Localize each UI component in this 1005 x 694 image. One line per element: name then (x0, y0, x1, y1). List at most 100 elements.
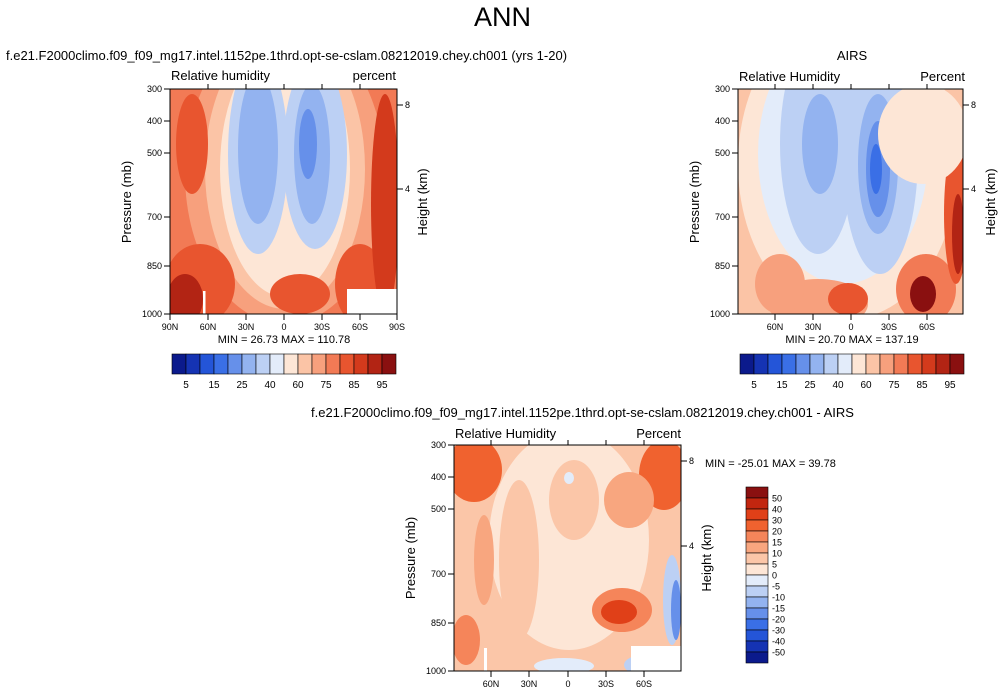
panel2-xtick: 0 (848, 322, 853, 332)
colorbar-swatch (213, 353, 229, 375)
panel1-left-label: Relative humidity (171, 68, 270, 83)
panel3-ytick: 700 (431, 569, 446, 579)
colorbar-label: 10 (772, 549, 782, 559)
colorbar-swatch (823, 353, 839, 375)
colorbar-swatch (745, 640, 769, 653)
colorbar-label: 0 (772, 571, 777, 581)
colorbar-label: 5 (751, 380, 757, 391)
colorbar-swatch (745, 585, 769, 598)
colorbar-swatch (767, 353, 783, 375)
panel1-xtick: 60S (352, 322, 368, 332)
colorbar-label: -5 (772, 582, 780, 592)
panel2-ytick: 700 (715, 212, 730, 222)
colorbar-swatch (381, 353, 397, 375)
panel1-y2tick: 4 (405, 184, 410, 194)
colorbar-label: -15 (772, 604, 785, 614)
panel3-title: f.e21.F2000climo.f09_f09_mg17.intel.1152… (311, 405, 854, 420)
panel1-xtick: 0 (281, 322, 286, 332)
panel3-ytick: 500 (431, 504, 446, 514)
colorbar-swatch (353, 353, 369, 375)
colorbar-label: 30 (772, 516, 782, 526)
colorbar-label: 85 (348, 380, 360, 391)
colorbar-swatch (879, 353, 895, 375)
panel3-xtick: 60N (483, 679, 500, 689)
page-title: ANN (473, 2, 531, 32)
panel2-right-label: Percent (920, 69, 965, 84)
panel2-y2label: Height (km) (983, 168, 998, 235)
colorbar-swatch (745, 497, 769, 510)
panel2-ytick: 400 (715, 116, 730, 126)
colorbar-swatch (311, 353, 327, 375)
colorbar-swatch (185, 353, 201, 375)
colorbar-swatch (283, 353, 299, 375)
colorbar-label: 50 (772, 494, 782, 504)
panel3-stats: MIN = -25.01 MAX = 39.78 (705, 458, 836, 470)
colorbar-swatch (745, 574, 769, 587)
colorbar-swatch (241, 353, 257, 375)
panel3-xtick: 60S (636, 679, 652, 689)
panel2-heatmap: 300 400 500 700 850 1000 8 4 60N 30N 0 3… (687, 84, 998, 332)
colorbar-swatch (837, 353, 853, 375)
panel3-y2tick: 4 (689, 541, 694, 551)
colorbar-label: 15 (772, 538, 782, 548)
panel3-right-label: Percent (636, 426, 681, 441)
panel3-y2tick: 8 (689, 456, 694, 466)
panel2-xtick: 60N (767, 322, 784, 332)
panel2-ytick: 850 (715, 261, 730, 271)
colorbar-swatch (745, 552, 769, 565)
colorbar-label: -30 (772, 626, 785, 636)
colorbar-swatch (745, 486, 769, 499)
panel3-heatmap: 300 400 500 700 850 1000 8 4 60N 30N 0 3… (403, 440, 714, 689)
colorbar-swatch (255, 353, 271, 375)
panel2-ytick: 500 (715, 148, 730, 158)
panel2-xtick: 30N (805, 322, 822, 332)
panel3-left-label: Relative Humidity (455, 426, 557, 441)
panel2-xtick: 60S (919, 322, 935, 332)
colorbar-label: 60 (292, 380, 304, 391)
panel3-xtick: 30S (598, 679, 614, 689)
panel1-stats: MIN = 26.73 MAX = 110.78 (217, 334, 351, 346)
colorbar-swatch (325, 353, 341, 375)
colorbar-swatch (269, 353, 285, 375)
panel3-xtick: 30N (521, 679, 538, 689)
panel2-ytick: 300 (715, 84, 730, 94)
colorbar-label: 95 (944, 380, 956, 391)
colorbar-label: 95 (376, 380, 388, 391)
colorbar-label: 25 (804, 380, 816, 391)
colorbar-label: -50 (772, 648, 785, 658)
panel3-y2label: Height (km) (699, 524, 714, 591)
colorbar-swatch (907, 353, 923, 375)
colorbar-label: 25 (236, 380, 248, 391)
colorbar-swatch (745, 563, 769, 576)
panel2-title: AIRS (836, 48, 868, 63)
colorbar-label: 40 (772, 505, 782, 515)
colorbar-label: -10 (772, 593, 785, 603)
colorbar-label: 60 (860, 380, 872, 391)
panel1-xtick: 90N (162, 322, 179, 332)
colorbar-label: -20 (772, 615, 785, 625)
colorbar-swatch (297, 353, 313, 375)
colorbar-swatch (199, 353, 215, 375)
panel1-ylabel: Pressure (mb) (119, 161, 134, 243)
colorbar-swatch (171, 353, 187, 375)
panel3-ylabel: Pressure (mb) (403, 517, 418, 599)
panel1-ytick: 400 (147, 116, 162, 126)
panel3-ytick: 850 (431, 618, 446, 628)
panel2-y2tick: 4 (971, 184, 976, 194)
colorbar-swatch (227, 353, 243, 375)
panel1-xtick: 60N (200, 322, 217, 332)
panel1-ytick: 850 (147, 261, 162, 271)
colorbar-label: 5 (772, 560, 777, 570)
colorbar-swatch (745, 596, 769, 609)
panel3-ytick: 300 (431, 440, 446, 450)
panel2-ytick: 1000 (710, 309, 730, 319)
colorbar-swatch (367, 353, 383, 375)
colorbar-swatch (893, 353, 909, 375)
colorbar-swatch (745, 508, 769, 521)
panel1-xtick: 30S (314, 322, 330, 332)
colorbar-swatch (745, 651, 769, 664)
colorbar-label: 20 (772, 527, 782, 537)
colorbar-label: -40 (772, 637, 785, 647)
panel1-y2tick: 8 (405, 100, 410, 110)
panel1-y2label: Height (km) (415, 168, 430, 235)
